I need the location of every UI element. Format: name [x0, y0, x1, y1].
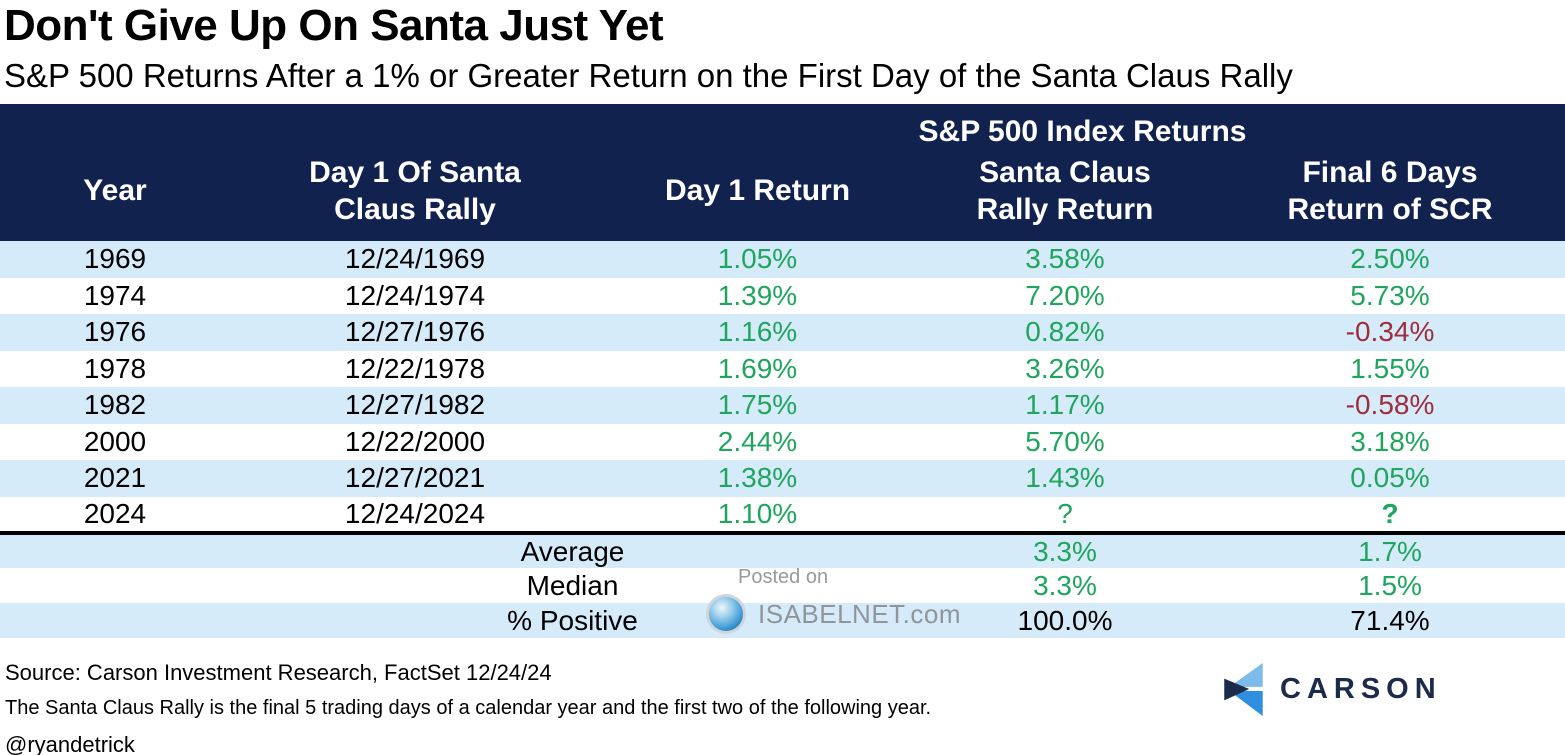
- group-header-label: S&P 500 Index Returns: [600, 104, 1565, 150]
- carson-logo-text: CARSON: [1280, 673, 1442, 705]
- cell-scr-return: 1.43%: [1025, 462, 1105, 494]
- cell-year: 2000: [83, 425, 147, 457]
- returns-table: S&P 500 Index Returns Year Day 1 Of Sant…: [0, 104, 1565, 638]
- globe-icon: [706, 594, 746, 634]
- column-header-day1-return: Day 1 Return: [600, 150, 915, 241]
- cell-day1-date: 12/22/2000: [344, 425, 486, 457]
- cell-year: 1969: [83, 243, 147, 275]
- cell-scr-return: 7.20%: [1025, 279, 1105, 311]
- column-header-final6-return: Final 6 Days Return of SCR: [1215, 150, 1565, 241]
- cell-final6-return: ?: [1381, 497, 1399, 529]
- cell-year: 1982: [83, 389, 147, 421]
- summary-label: Median: [526, 569, 619, 601]
- cell-empty: [0, 531, 230, 568]
- summary-final6-value: 1.7%: [1215, 531, 1565, 568]
- cell-day1-date: 12/27/1976: [344, 316, 486, 348]
- table-header: S&P 500 Index Returns Year Day 1 Of Sant…: [0, 104, 1565, 241]
- group-header-spacer: [0, 104, 600, 150]
- cell-empty: [0, 568, 230, 603]
- cell-year: 1974: [83, 279, 147, 311]
- cell-day1-return: 1.05%: [717, 243, 798, 275]
- table-row: 1969 12/24/1969 1.05% 3.58% 2.50%: [0, 241, 1565, 278]
- definition-note: The Santa Claus Rally is the final 5 tra…: [5, 697, 932, 719]
- summary-final6-value: 1.5%: [1358, 569, 1422, 601]
- cell-scr-return: 3.58%: [1025, 243, 1105, 275]
- author-handle: @ryandetrick: [5, 732, 135, 755]
- table-body: 1969 12/24/1969 1.05% 3.58% 2.50% 1974 12/24/1…: [0, 241, 1565, 638]
- column-header-row: Year Day 1 Of Santa Claus Rally Day 1 Re…: [0, 150, 1565, 241]
- cell-final6-return: 3.18%: [1350, 425, 1430, 457]
- cell-year: 2021: [83, 462, 147, 494]
- table-row: 2021 12/27/2021 1.38% 1.43% 0.05%: [0, 460, 1565, 497]
- summary-scr-value: 3.3%: [915, 531, 1215, 568]
- cell-day1-date: 12/24/2024: [344, 497, 486, 529]
- cell-day1-return: 1.75%: [717, 389, 798, 421]
- cell-day1-return: 1.38%: [717, 462, 798, 494]
- summary-scr-value: 100.0%: [1017, 604, 1113, 636]
- cell-scr-return: 3.26%: [1025, 352, 1105, 384]
- summary-final6-value: 71.4%: [1350, 604, 1430, 636]
- table-row: 1976 12/27/1976 1.16% 0.82% -0.34%: [0, 314, 1565, 351]
- summary-row: % Positive 100.0% 71.4%: [0, 603, 1565, 638]
- cell-day1-return: 1.39%: [717, 279, 798, 311]
- watermark-posted-on: Posted on: [738, 566, 829, 588]
- page-title: Don't Give Up On Santa Just Yet: [4, 1, 664, 50]
- summary-label: Average: [230, 531, 915, 568]
- summary-row: Median 3.3% 1.5%: [0, 568, 1565, 603]
- cell-final6-return: 2.50%: [1350, 243, 1430, 275]
- cell-scr-return: 5.70%: [1025, 425, 1105, 457]
- summary-row: Average 3.3% 1.7%: [0, 531, 1565, 568]
- cell-day1-date: 12/22/1978: [344, 352, 486, 384]
- cell-final6-return: 5.73%: [1350, 279, 1430, 311]
- summary-label: % Positive: [507, 604, 638, 636]
- carson-logo-icon: [1224, 663, 1263, 716]
- cell-day1-date: 12/24/1969: [344, 243, 486, 275]
- watermark: Posted on ISABELNET.com: [706, 566, 961, 634]
- cell-year: 1978: [83, 352, 147, 384]
- cell-day1-return: 1.69%: [717, 352, 798, 384]
- cell-final6-return: 1.55%: [1350, 352, 1430, 384]
- table-row: 1978 12/22/1978 1.69% 3.26% 1.55%: [0, 351, 1565, 388]
- cell-scr-return: ?: [1057, 497, 1073, 529]
- footer: Source: Carson Investment Research, Fact…: [5, 660, 931, 755]
- table-row: 2000 12/22/2000 2.44% 5.70% 3.18%: [0, 424, 1565, 461]
- cell-day1-date: 12/27/1982: [344, 389, 486, 421]
- cell-year: 2024: [83, 497, 147, 529]
- group-header-row: S&P 500 Index Returns: [0, 104, 1565, 150]
- cell-scr-return: 1.17%: [1025, 389, 1105, 421]
- table-row: 1982 12/27/1982 1.75% 1.17% -0.58%: [0, 387, 1565, 424]
- cell-year: 1976: [83, 316, 147, 348]
- page-subtitle: S&P 500 Returns After a 1% or Greater Re…: [4, 57, 1293, 94]
- cell-day1-date: 12/24/1974: [344, 279, 486, 311]
- cell-scr-return: 0.82%: [1025, 316, 1105, 348]
- cell-day1-return: 1.10%: [717, 497, 798, 529]
- cell-final6-return: -0.34%: [1345, 316, 1435, 348]
- cell-day1-return: 1.16%: [717, 316, 798, 348]
- source-text: Source: Carson Investment Research, Fact…: [5, 660, 552, 685]
- carson-logo: CARSON: [1224, 663, 1442, 716]
- table-row: 1974 12/24/1974 1.39% 7.20% 5.73%: [0, 278, 1565, 315]
- column-header-day1-date: Day 1 Of Santa Claus Rally: [230, 150, 600, 241]
- cell-final6-return: -0.58%: [1345, 389, 1435, 421]
- column-header-year: Year: [0, 150, 230, 241]
- cell-empty: [0, 603, 230, 638]
- table-row: 2024 12/24/2024 1.10%??: [0, 497, 1565, 534]
- summary-scr-value: 3.3%: [1033, 569, 1097, 601]
- column-header-scr-return: Santa Claus Rally Return: [915, 150, 1215, 241]
- cell-day1-date: 12/27/2021: [344, 462, 486, 494]
- cell-final6-return: 0.05%: [1350, 462, 1430, 494]
- cell-day1-return: 2.44%: [717, 425, 798, 457]
- watermark-site: ISABELNET.com: [758, 598, 962, 629]
